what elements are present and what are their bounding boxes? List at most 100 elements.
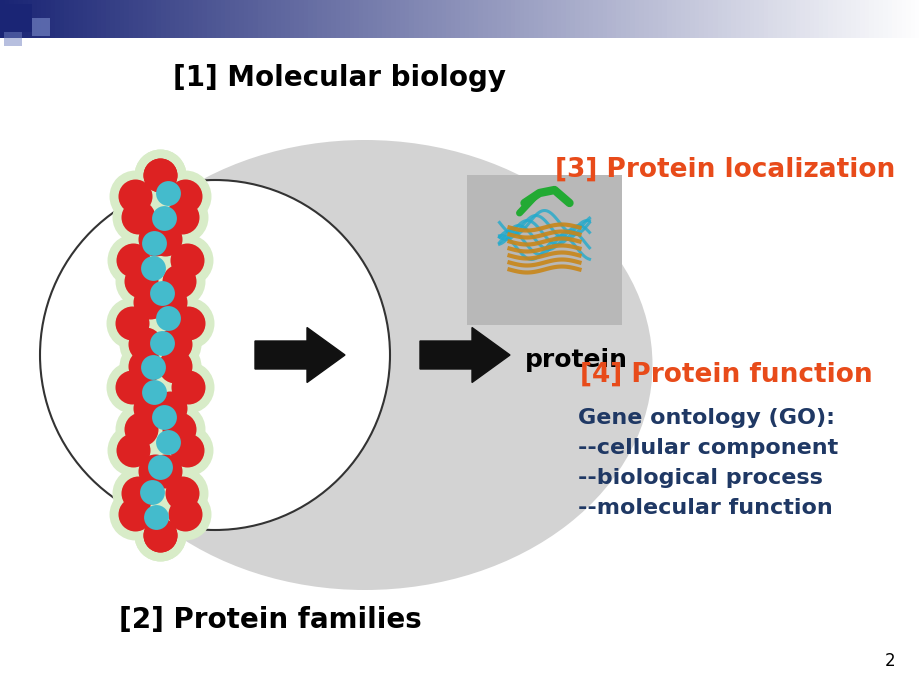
Bar — [551, 0, 557, 38]
Bar — [234, 0, 240, 38]
Point — [138, 360, 153, 371]
Bar — [855, 0, 860, 38]
Bar — [689, 0, 695, 38]
Point — [156, 412, 171, 423]
Bar — [813, 0, 819, 38]
Bar — [809, 0, 814, 38]
Point — [158, 466, 173, 477]
Bar — [377, 0, 382, 38]
Bar — [607, 0, 612, 38]
Bar — [896, 0, 902, 38]
Bar — [69, 0, 74, 38]
Bar — [368, 0, 373, 38]
Point — [179, 254, 194, 265]
Point — [130, 487, 145, 498]
Point — [147, 466, 162, 477]
Bar — [363, 0, 369, 38]
Bar — [455, 0, 460, 38]
Bar — [593, 0, 598, 38]
Text: [3] Protein localization: [3] Protein localization — [554, 157, 894, 183]
Point — [171, 424, 186, 435]
Point — [180, 382, 195, 393]
Point — [180, 317, 195, 328]
Bar — [772, 0, 777, 38]
Bar — [703, 0, 709, 38]
Bar — [616, 0, 621, 38]
Text: --biological process: --biological process — [577, 468, 822, 488]
Bar — [129, 0, 134, 38]
Bar — [64, 0, 70, 38]
Bar — [345, 0, 350, 38]
Bar — [432, 0, 437, 38]
Point — [126, 254, 141, 265]
Bar — [538, 0, 543, 38]
Bar — [841, 0, 846, 38]
Bar — [262, 0, 267, 38]
Bar — [611, 0, 617, 38]
Bar — [823, 0, 828, 38]
Point — [144, 486, 159, 497]
Point — [145, 262, 160, 273]
Bar — [83, 0, 88, 38]
Point — [153, 462, 167, 473]
Bar — [790, 0, 796, 38]
Text: protein: protein — [525, 348, 628, 372]
Bar — [749, 0, 754, 38]
Point — [180, 382, 195, 393]
Bar — [625, 0, 630, 38]
Bar — [496, 0, 502, 38]
Point — [142, 297, 157, 308]
Bar — [414, 0, 419, 38]
Point — [146, 237, 161, 248]
Bar — [662, 0, 667, 38]
Bar — [524, 0, 529, 38]
Bar — [754, 0, 759, 38]
Point — [153, 529, 167, 540]
Point — [179, 445, 194, 456]
Bar — [4, 4, 32, 32]
Point — [171, 275, 186, 286]
Bar — [409, 0, 414, 38]
Bar — [501, 0, 506, 38]
Bar — [427, 0, 433, 38]
Bar — [528, 0, 534, 38]
Bar — [32, 0, 38, 38]
Bar — [533, 0, 539, 38]
Point — [163, 297, 177, 308]
Bar — [285, 0, 290, 38]
Bar — [473, 0, 479, 38]
Ellipse shape — [77, 140, 652, 590]
Bar — [299, 0, 304, 38]
Text: [2] Protein families: [2] Protein families — [119, 606, 421, 634]
Bar — [827, 0, 833, 38]
Bar — [32, 18, 50, 36]
Point — [130, 212, 145, 223]
Bar — [386, 0, 391, 38]
Text: Gene ontology (GO):: Gene ontology (GO): — [577, 408, 834, 428]
Bar — [464, 0, 470, 38]
Point — [128, 509, 142, 520]
Bar — [28, 0, 33, 38]
Bar — [267, 0, 272, 38]
Bar — [193, 0, 199, 38]
Bar — [4, 32, 22, 46]
Point — [158, 233, 173, 244]
Bar — [354, 0, 359, 38]
Bar — [675, 0, 681, 38]
Bar — [446, 0, 451, 38]
Bar — [437, 0, 442, 38]
Point — [133, 275, 148, 286]
Point — [128, 190, 142, 201]
Point — [138, 360, 153, 371]
Bar — [110, 0, 116, 38]
Bar — [106, 0, 111, 38]
Bar — [680, 0, 686, 38]
Bar — [349, 0, 355, 38]
Bar — [905, 0, 911, 38]
Bar — [372, 0, 378, 38]
Bar — [469, 0, 474, 38]
Bar — [685, 0, 690, 38]
Point — [128, 509, 142, 520]
Bar — [795, 0, 800, 38]
Bar — [216, 0, 221, 38]
